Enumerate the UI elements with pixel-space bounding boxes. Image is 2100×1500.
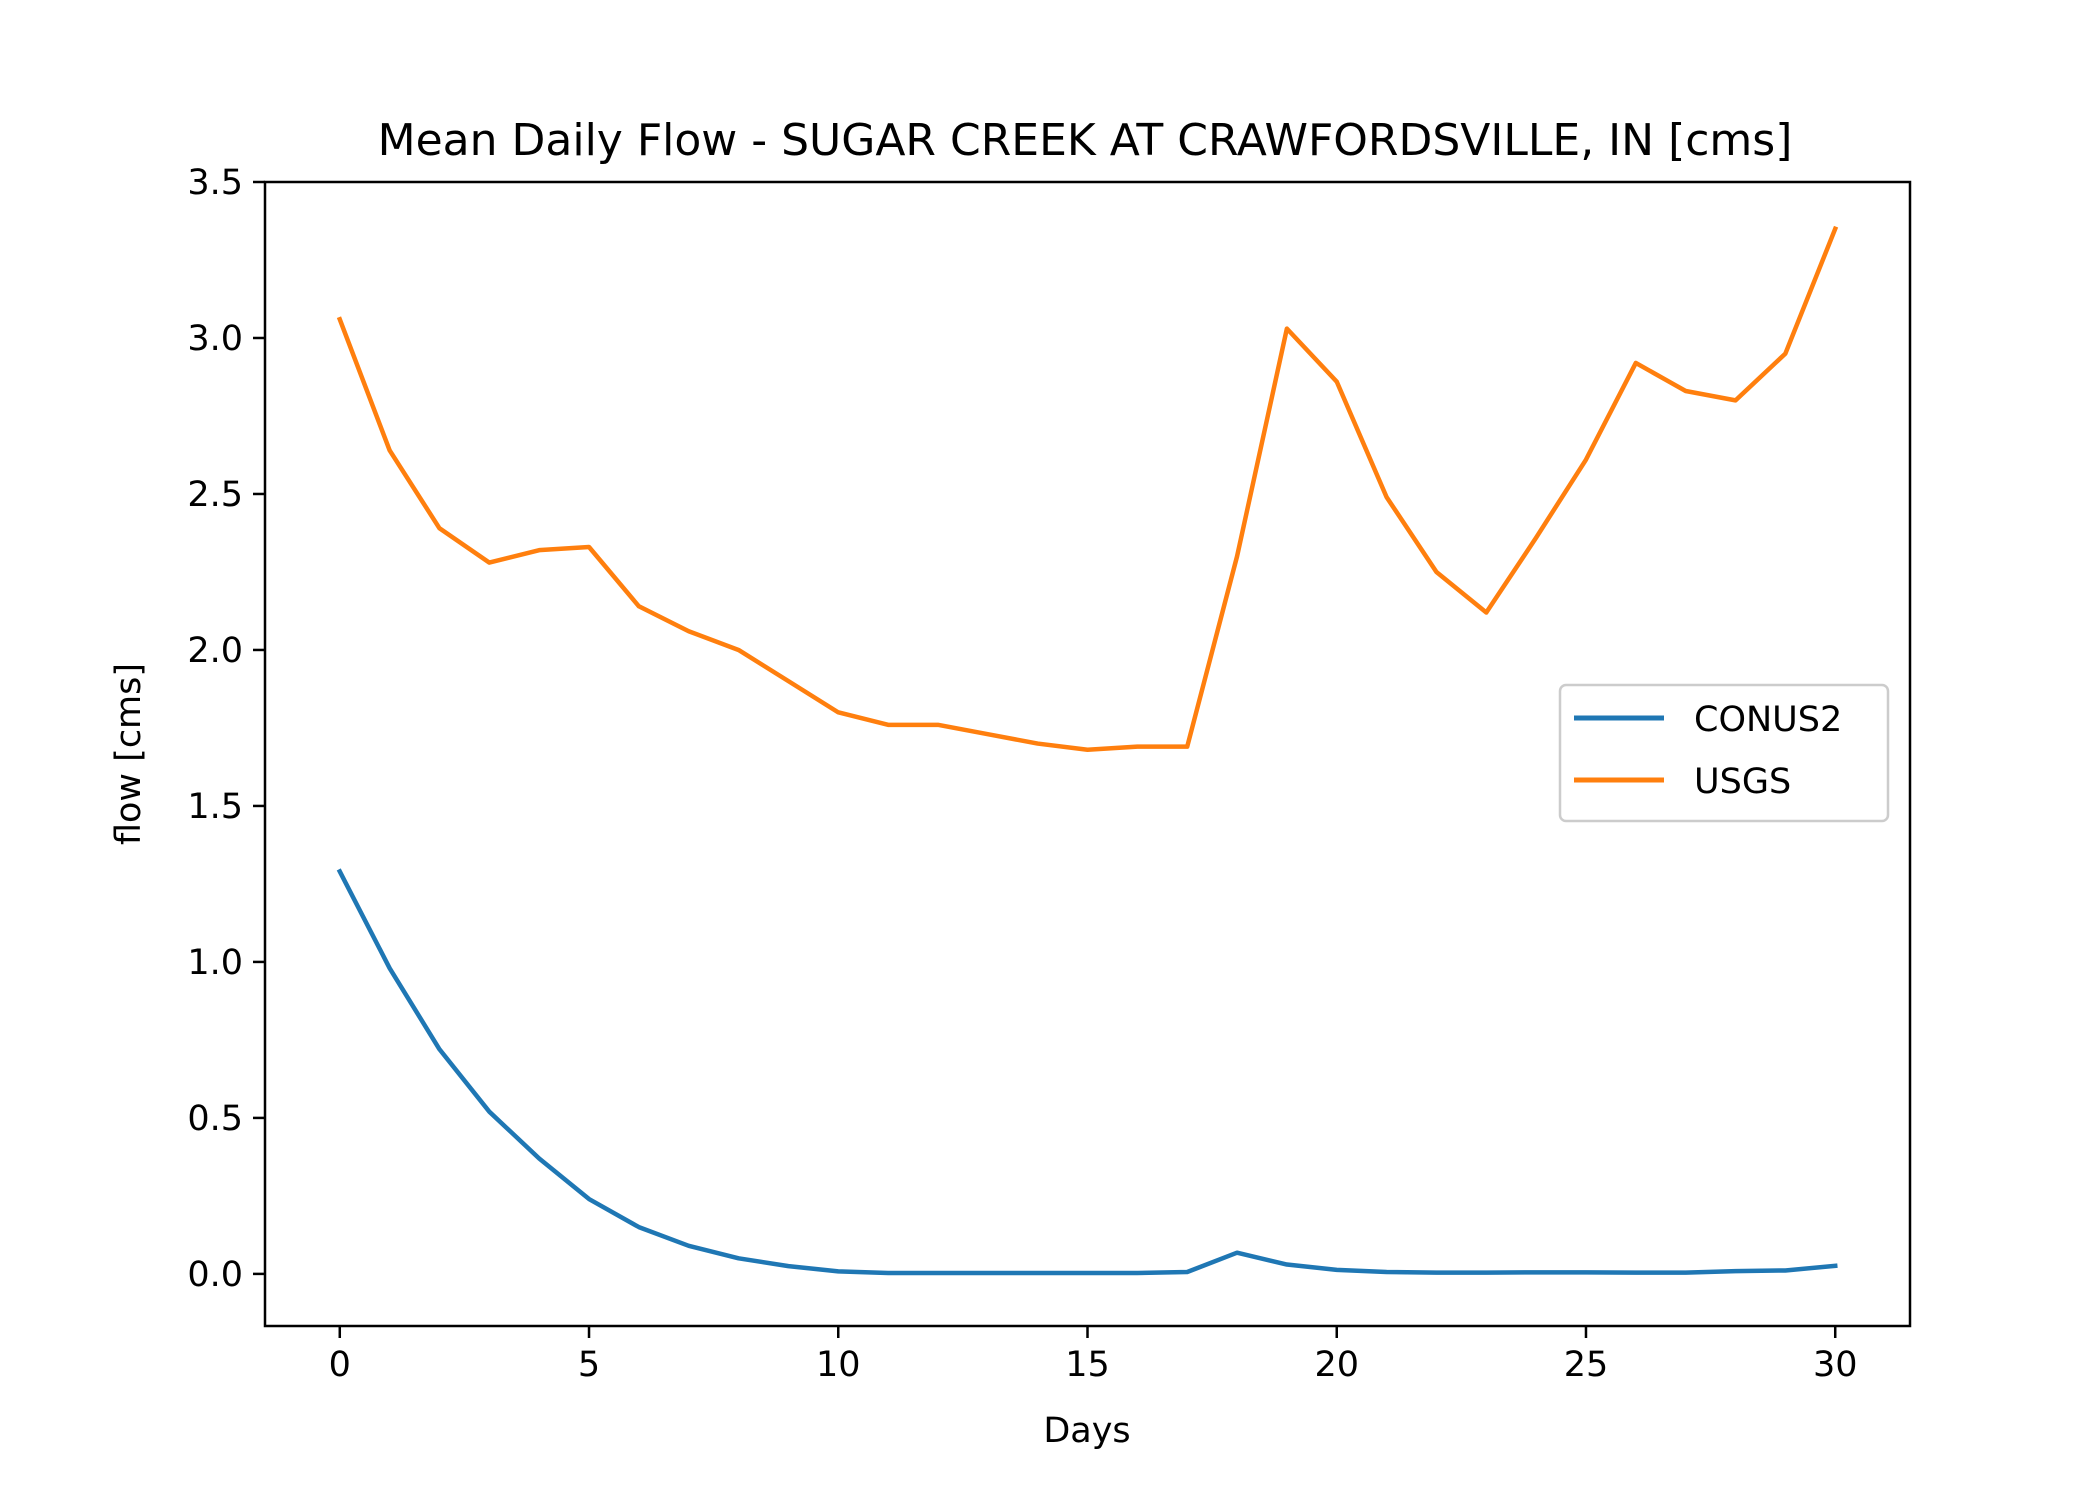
x-tick-label: 30: [1813, 1345, 1858, 1385]
y-axis-ticks: 0.0 0.5 1.0 1.5 2.0 2.5 3.0 3.5: [187, 163, 265, 1295]
series-line-usgs: [336, 225, 1839, 753]
y-tick-label: 3.5: [187, 163, 243, 203]
y-tick-label: 1.0: [187, 943, 243, 983]
y-axis-label: flow [cms]: [109, 663, 149, 845]
y-tick-label: 2.0: [187, 631, 243, 671]
x-tick-label: 15: [1065, 1345, 1110, 1385]
x-axis-label: Days: [1043, 1411, 1130, 1451]
x-tick-label: 20: [1314, 1345, 1359, 1385]
y-tick-label: 1.5: [187, 787, 243, 827]
y-tick-label: 0.5: [187, 1099, 243, 1139]
plot-series: [336, 225, 1839, 1276]
legend-label-usgs: USGS: [1694, 762, 1791, 802]
x-axis-ticks: 0 5 10 15 20 25 30: [329, 1326, 1858, 1385]
series-line-conus2: [336, 868, 1838, 1276]
y-tick-label: 3.0: [187, 319, 243, 359]
y-tick-label: 0.0: [187, 1255, 243, 1295]
plot-frame: [263, 180, 1912, 1328]
x-tick-label: 10: [816, 1345, 861, 1385]
x-tick-label: 5: [578, 1345, 600, 1385]
x-tick-label: 0: [329, 1345, 351, 1385]
chart-title: Mean Daily Flow - SUGAR CREEK AT CRAWFOR…: [378, 115, 1793, 166]
legend-label-conus2: CONUS2: [1694, 700, 1842, 740]
legend: CONUS2 USGS: [1558, 683, 1890, 823]
y-tick-label: 2.5: [187, 475, 243, 515]
x-tick-label: 25: [1564, 1345, 1609, 1385]
